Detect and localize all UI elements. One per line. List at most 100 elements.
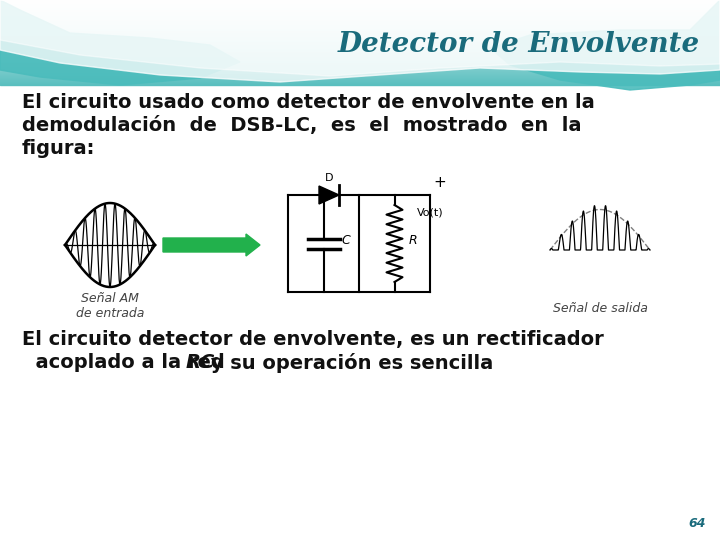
Bar [0,47,720,48]
Bar [0,83,720,84]
Bar [0,34,720,35]
Text: D: D [325,173,333,183]
Bar [0,9,720,10]
Text: y su operación es sencilla: y su operación es sencilla [204,353,493,373]
Bar [0,76,720,77]
Bar [0,0,720,1]
Bar [0,73,720,74]
Bar [0,32,720,33]
Polygon shape [0,0,720,76]
Bar [0,11,720,12]
Text: figura:: figura: [22,139,95,158]
Bar [0,65,720,66]
Text: C: C [341,233,350,246]
Bar [0,66,720,67]
Bar [0,33,720,34]
Text: El circuito detector de envolvente, es un rectificador: El circuito detector de envolvente, es u… [22,330,604,349]
Bar [0,18,720,19]
Bar [0,58,720,59]
Bar [0,19,720,20]
Bar [0,6,720,7]
Text: RC: RC [186,353,215,372]
Bar [0,20,720,21]
Bar [0,78,720,79]
Polygon shape [0,0,720,82]
Text: +: + [433,175,446,190]
Text: demodulación  de  DSB-LC,  es  el  mostrado  en  la: demodulación de DSB-LC, es el mostrado e… [22,116,582,135]
FancyArrow shape [163,234,260,256]
Bar [0,26,720,27]
Bar [0,4,720,5]
Bar [0,51,720,52]
Bar [0,70,720,71]
Bar [0,60,720,61]
Bar [0,74,720,75]
Bar [0,23,720,24]
Bar [0,35,720,36]
Bar [0,68,720,69]
Bar [0,25,720,26]
Bar [0,3,720,4]
Bar [0,42,720,43]
Bar [0,24,720,25]
Text: Señal AM
de entrada: Señal AM de entrada [76,292,144,320]
Bar [0,57,720,58]
Bar [0,82,720,83]
Bar [0,52,720,53]
Bar [0,5,720,6]
Polygon shape [319,186,339,204]
Bar [0,15,720,16]
Bar [0,69,720,70]
Bar [0,46,720,47]
Bar [0,30,720,31]
Bar [0,67,720,68]
Polygon shape [490,0,720,90]
Bar [0,75,720,76]
Text: acoplado a la red: acoplado a la red [22,353,232,372]
Bar [0,31,720,32]
Text: 64: 64 [688,517,706,530]
Text: R: R [408,233,417,246]
Bar [0,8,720,9]
Bar [0,37,720,38]
Bar [0,59,720,60]
Bar [0,40,720,41]
Bar [0,61,720,62]
Bar [0,10,720,11]
Bar [0,13,720,14]
Bar [0,71,720,72]
Bar [0,50,720,51]
Bar [0,48,720,49]
Bar [0,62,720,63]
Bar [0,7,720,8]
Text: El circuito usado como detector de envolvente en la: El circuito usado como detector de envol… [22,93,595,112]
Bar [0,2,720,3]
Bar [0,84,720,85]
Bar [0,63,720,64]
Text: Detector de Envolvente: Detector de Envolvente [338,31,700,58]
Bar [0,77,720,78]
Bar [0,53,720,54]
Bar [0,81,720,82]
Bar [0,41,720,42]
Text: Vo(t): Vo(t) [416,207,443,218]
Bar [0,79,720,80]
Bar [0,22,720,23]
Bar [0,72,720,73]
Bar [0,56,720,57]
Bar [0,1,720,2]
Bar [0,39,720,40]
Bar [0,36,720,37]
Polygon shape [0,0,240,85]
Bar [0,38,720,39]
Bar [0,16,720,17]
Bar [0,64,720,65]
Bar [0,29,720,30]
Bar [0,49,720,50]
Bar [0,14,720,15]
Bar [0,44,720,45]
Bar [0,12,720,13]
Bar [0,45,720,46]
Bar [0,55,720,56]
Bar [0,80,720,81]
